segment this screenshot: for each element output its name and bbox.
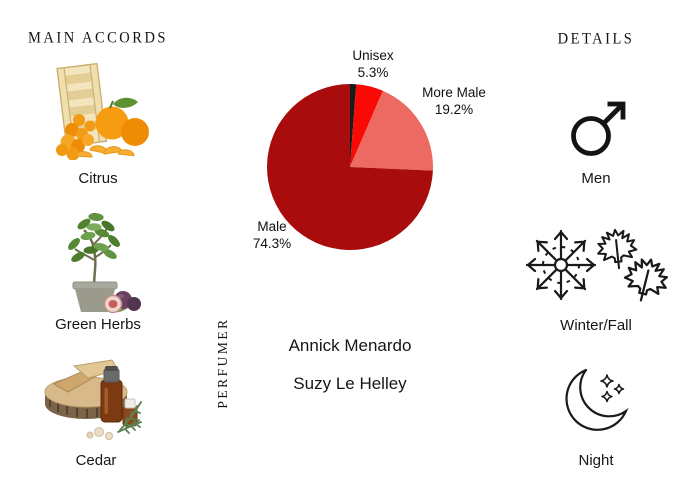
- rosemary-sprig-icon: [117, 401, 142, 434]
- pie-slice-unisex: [350, 84, 383, 167]
- perfumer-heading: PERFUMER: [215, 317, 230, 409]
- main-accords-title: MAIN ACCORDS: [28, 29, 168, 47]
- pie-label-more-male-value: 19.2%: [434, 102, 474, 117]
- pie-label-male-name: Male: [257, 219, 287, 234]
- pie-label-male: Male 74.3%: [235, 218, 309, 252]
- mandarin-segments: [75, 145, 135, 158]
- pie-label-more-male-name: More Male: [422, 85, 486, 100]
- detail-label-night: Night: [578, 452, 614, 469]
- accord-label-citrus: Citrus: [78, 170, 118, 187]
- maple-leaves-icon: [594, 226, 672, 307]
- pie-label-unisex-name: Unisex: [352, 48, 394, 63]
- pie-label-unisex-value: 5.3%: [357, 65, 389, 80]
- male-symbol-icon: [571, 101, 626, 156]
- pie-slice-male: [267, 84, 433, 250]
- orange-pile: [56, 114, 96, 160]
- cedar-image: [44, 359, 142, 440]
- perfumer-name-2: Suzy Le Helley: [293, 374, 407, 393]
- green-herbs-image: [68, 213, 141, 314]
- pie-label-male-value: 74.3%: [252, 236, 292, 251]
- essential-oil-bottle-icon: [86, 366, 138, 440]
- accord-label-cedar: Cedar: [75, 452, 117, 469]
- figs-icon: [103, 291, 141, 314]
- pie-label-more-male: More Male 19.2%: [410, 84, 498, 118]
- detail-label-men: Men: [581, 170, 611, 187]
- perfumer-name-1: Annick Menardo: [288, 336, 412, 355]
- detail-label-winter-fall: Winter/Fall: [560, 317, 632, 334]
- accord-label-green-herbs: Green Herbs: [55, 316, 141, 333]
- citrus-image: [56, 62, 149, 160]
- pie-slice-more-male: [350, 90, 434, 171]
- sparkle-stars: [600, 374, 625, 403]
- mandarins: [95, 97, 149, 146]
- crescent-moon-stars-icon: [565, 368, 629, 431]
- gender-pie-chart: [267, 84, 434, 250]
- details-title: DETAILS: [557, 30, 635, 48]
- pie-slice-unlabeled: [350, 84, 357, 167]
- snowflake-icon: [525, 229, 597, 301]
- pie-label-unisex: Unisex 5.3%: [341, 47, 405, 81]
- snowflake-maple-leaves-icon: [525, 226, 672, 307]
